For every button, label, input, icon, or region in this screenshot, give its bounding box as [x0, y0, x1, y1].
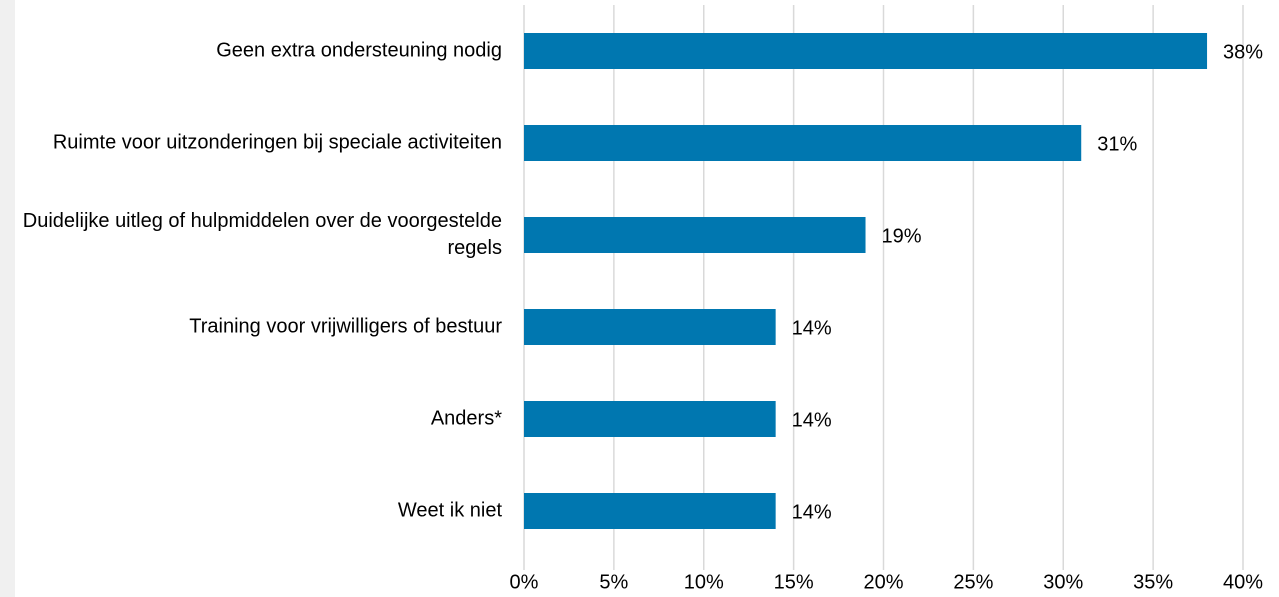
x-tick-label: 0%	[510, 571, 539, 593]
category-label: Duidelijke uitleg of hulpmiddelen over d…	[22, 210, 502, 259]
bar	[524, 309, 776, 345]
x-tick-label: 10%	[684, 571, 724, 593]
value-label: 19%	[882, 225, 922, 247]
value-label: 31%	[1097, 133, 1137, 155]
x-tick-label: 20%	[863, 571, 903, 593]
side-strip	[0, 0, 15, 597]
value-label: 14%	[792, 317, 832, 339]
x-tick-label: 15%	[774, 571, 814, 593]
x-tick-label: 5%	[599, 571, 628, 593]
x-tick-label: 30%	[1043, 571, 1083, 593]
bar	[524, 33, 1208, 69]
category-label: Anders*	[430, 407, 502, 430]
category-label: Training voor vrijwilligers of bestuur	[189, 315, 502, 338]
x-tick-label: 25%	[953, 571, 993, 593]
x-tick-label: 35%	[1133, 571, 1173, 593]
value-label: 38%	[1223, 41, 1263, 63]
category-label: Weet ik niet	[397, 499, 502, 522]
bar	[524, 493, 776, 529]
category-label: Ruimte voor uitzonderingen bij speciale …	[52, 131, 502, 154]
x-tick-label: 40%	[1223, 571, 1263, 593]
category-label: Geen extra ondersteuning nodig	[216, 39, 502, 62]
value-label: 14%	[792, 501, 832, 523]
bar	[524, 401, 776, 437]
bar	[524, 217, 866, 253]
bar	[524, 125, 1082, 161]
value-label: 14%	[792, 409, 832, 431]
